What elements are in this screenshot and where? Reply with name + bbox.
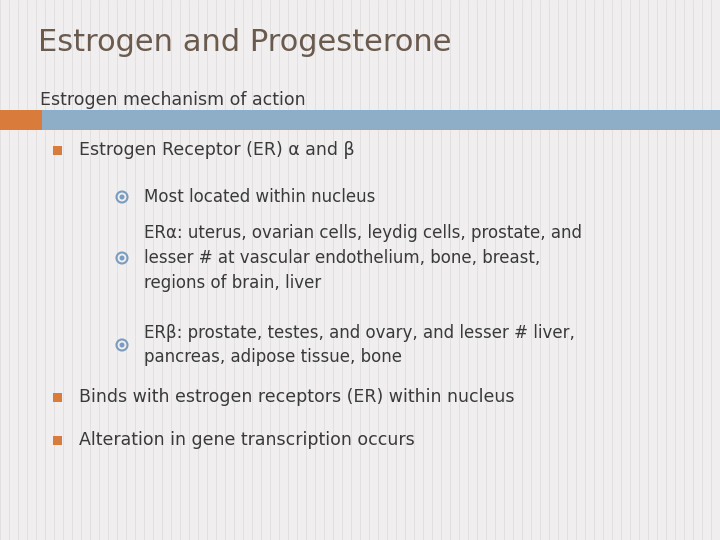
Text: ERβ: prostate, testes, and ovary, and lesser # liver,
pancreas, adipose tissue, : ERβ: prostate, testes, and ovary, and le… xyxy=(144,323,575,367)
Text: Most located within nucleus: Most located within nucleus xyxy=(144,188,375,206)
Bar xyxy=(53,145,62,154)
Bar xyxy=(53,393,62,402)
Text: Estrogen mechanism of action: Estrogen mechanism of action xyxy=(40,91,305,109)
Text: Estrogen and Progesterone: Estrogen and Progesterone xyxy=(38,28,451,57)
Circle shape xyxy=(120,255,125,260)
Bar xyxy=(53,435,62,444)
Text: Binds with estrogen receptors (ER) within nucleus: Binds with estrogen receptors (ER) withi… xyxy=(79,388,515,406)
Bar xyxy=(42,110,720,130)
Bar xyxy=(0,110,42,130)
Circle shape xyxy=(120,194,125,199)
Circle shape xyxy=(120,342,125,348)
Text: Estrogen Receptor (ER) α and β: Estrogen Receptor (ER) α and β xyxy=(79,141,355,159)
Text: ERα: uterus, ovarian cells, leydig cells, prostate, and
lesser # at vascular end: ERα: uterus, ovarian cells, leydig cells… xyxy=(144,224,582,292)
Text: Alteration in gene transcription occurs: Alteration in gene transcription occurs xyxy=(79,431,415,449)
